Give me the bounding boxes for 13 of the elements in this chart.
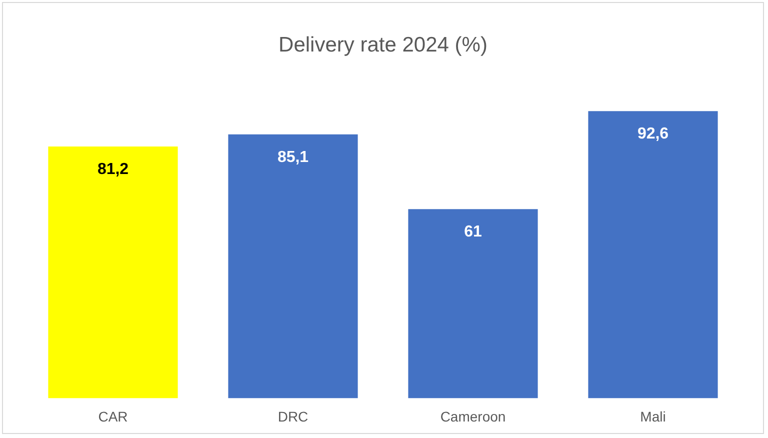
x-tick-label: CAR — [98, 408, 128, 424]
bar — [48, 146, 178, 398]
x-tick-label: Mali — [640, 408, 666, 424]
bar — [588, 111, 718, 398]
bar — [408, 209, 538, 398]
x-tick-label: Cameroon — [440, 408, 506, 424]
data-label: 85,1 — [277, 148, 309, 166]
bar — [228, 134, 358, 398]
data-label: 92,6 — [637, 126, 669, 143]
data-label: 81,2 — [97, 160, 129, 178]
chart-title: Delivery rate 2024 (%) — [278, 33, 488, 56]
x-tick-label: DRC — [278, 408, 308, 424]
data-label: 61 — [464, 224, 482, 241]
